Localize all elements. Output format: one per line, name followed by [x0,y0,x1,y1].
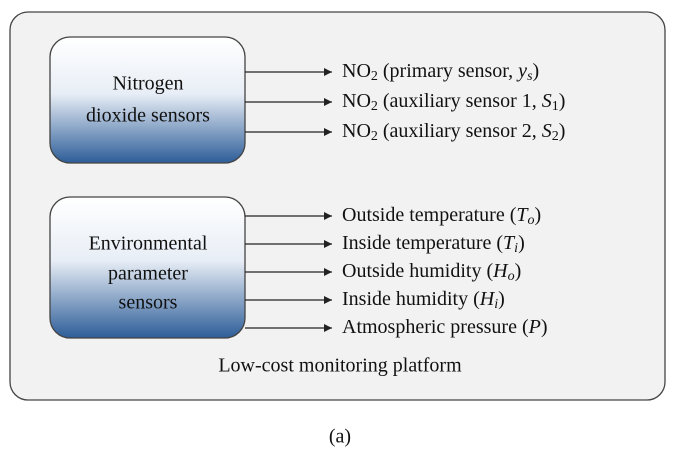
output-label-part: 2 [371,129,378,144]
output-label-part: ) [498,288,505,310]
output-label-part: Inside humidity ( [342,288,480,310]
output-label-part: ) [541,316,548,338]
output-label-part: 1 [552,99,559,114]
output-label-part: P [528,316,541,338]
output-label-part: y [516,60,527,82]
output-label-part: (primary sensor, [378,60,518,82]
output-label-part: o [528,213,535,228]
output-label: Inside humidity (Hi) [342,288,505,313]
output-label-part: i [514,241,518,256]
output-label-part: H [479,288,496,310]
output-label-part: Atmospheric pressure ( [342,316,529,338]
output-label-part: T [503,232,516,254]
output-label-part: S [542,120,552,142]
sensor-box-label: Environmental [89,233,208,255]
sensor-box-label: Nitrogen [112,73,183,95]
output-label-part: s [527,69,533,84]
output-label-part: 2 [371,99,378,114]
output-label-part: Outside temperature ( [342,204,517,226]
output-label-part: (auxiliary sensor 2, [378,120,542,142]
caption: (a) [329,426,351,448]
output-label-part: Inside temperature ( [342,232,503,254]
output-label-part: ) [559,90,566,112]
output-label: NO2 (primary sensor, ys) [342,60,539,85]
output-label-part: 2 [552,129,559,144]
output-label-part: ) [533,60,540,82]
output-label: Outside humidity (Ho) [342,260,521,285]
sensor-box [49,196,246,339]
output-label-part: ) [515,260,522,282]
output-label-part: 2 [371,69,378,84]
sensor-box [49,36,246,164]
output-label-part: ) [535,204,542,226]
sensor-box-label: sensors [119,292,178,314]
output-label-part: NO [342,120,371,142]
sensor-box-label: dioxide sensors [86,105,210,127]
output-label-part: NO [342,60,371,82]
output-label: Outside temperature (To) [342,204,541,229]
output-label-part: o [508,269,515,284]
output-label-part: ) [559,120,566,142]
output-label-part: NO [342,90,371,112]
output-label-part: T [516,204,529,226]
output-label: NO2 (auxiliary sensor 2, S2) [342,120,565,145]
output-label-part: Outside humidity ( [342,260,493,282]
output-label: Atmospheric pressure (P) [342,316,548,338]
output-label-part: H [492,260,509,282]
output-label-part: (auxiliary sensor 1, [378,90,542,112]
output-label: NO2 (auxiliary sensor 1, S1) [342,90,565,115]
platform-label: Low-cost monitoring platform [218,355,462,377]
sensor-box-label: parameter [108,263,188,285]
output-label: Inside temperature (Ti) [342,232,525,257]
output-label-part: S [542,90,552,112]
output-label-part: i [494,297,498,312]
output-label-part: ) [518,232,525,254]
